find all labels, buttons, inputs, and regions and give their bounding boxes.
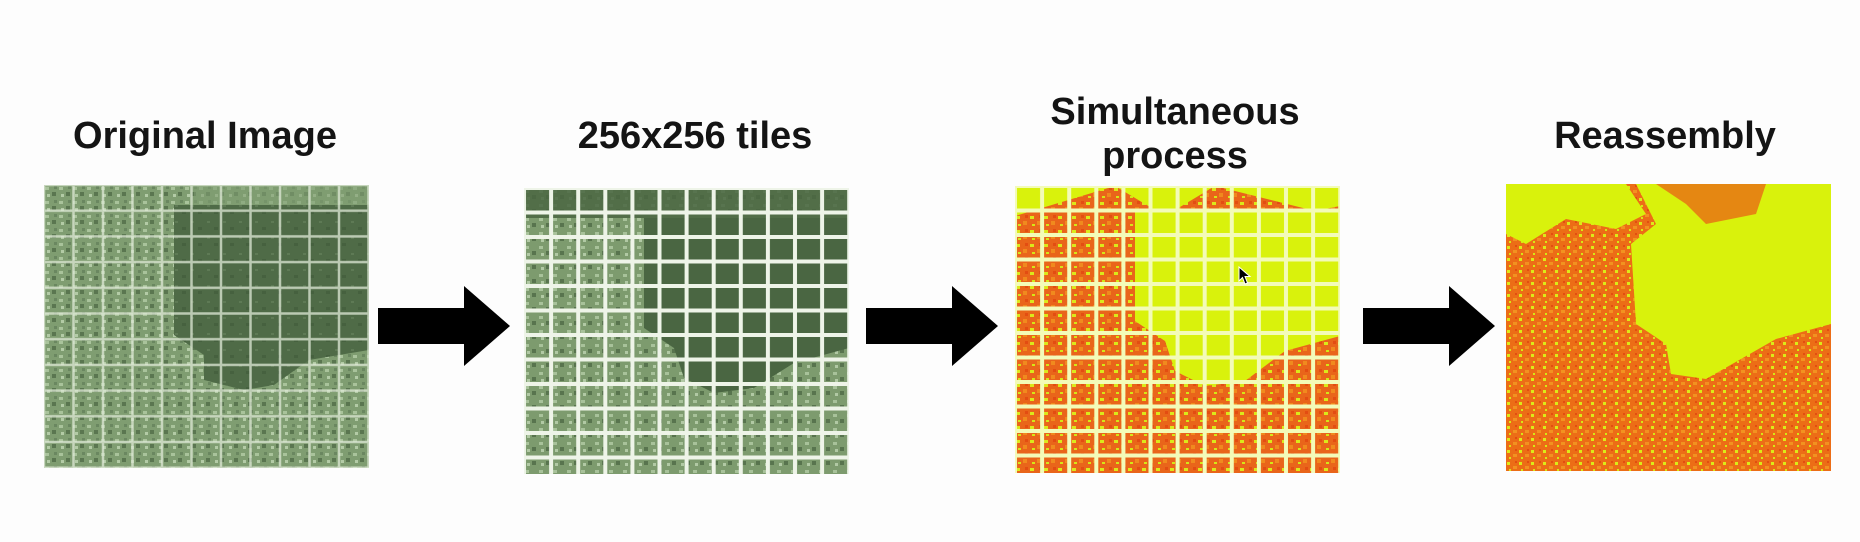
- arrow-right-icon: [1363, 286, 1495, 366]
- mouse-pointer-icon: [1238, 266, 1252, 285]
- step-label-reassembly: Reassembly: [1554, 115, 1776, 157]
- original-image-panel: [44, 185, 369, 468]
- step-label-simultaneous-process: Simultaneous process: [1050, 91, 1300, 177]
- processed-tiles-image: [1015, 186, 1340, 473]
- reassembled-image: [1506, 184, 1831, 471]
- simultaneous-process-panel: [1015, 186, 1340, 473]
- tiles-panel: [524, 188, 849, 474]
- arrow-right-icon: [866, 286, 998, 366]
- arrow-right-icon: [378, 286, 510, 366]
- original-image: [44, 185, 369, 468]
- step-label-original-image: Original Image: [73, 115, 337, 157]
- step-label-tiles: 256x256 tiles: [577, 115, 813, 157]
- reassembly-panel: [1506, 184, 1831, 471]
- tiles-image: [524, 188, 849, 474]
